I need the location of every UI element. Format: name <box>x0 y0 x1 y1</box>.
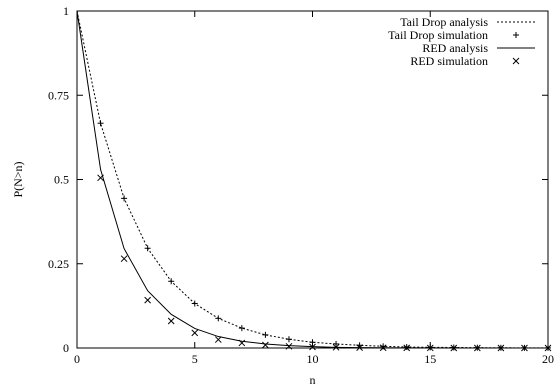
data-point-red-simulation <box>191 329 199 337</box>
cross-b <box>450 344 458 352</box>
data-point-tail-drop-simulation <box>191 300 198 307</box>
data-point-red-simulation <box>214 336 222 343</box>
cross-b <box>191 329 199 337</box>
legend-label-red-simulation: RED simulation <box>410 54 488 68</box>
x-tick-label: 15 <box>424 352 436 366</box>
cross-b <box>403 344 411 352</box>
cross-b <box>238 339 246 347</box>
data-point-red-simulation <box>426 344 434 352</box>
data-point-tail-drop-simulation <box>215 315 222 322</box>
cross-b <box>214 336 222 343</box>
data-point-tail-drop-simulation <box>403 343 410 350</box>
data-point-red-simulation <box>473 344 481 352</box>
cross-b <box>356 344 363 352</box>
data-point-red-simulation <box>379 344 387 352</box>
data-point-red-simulation <box>356 344 363 352</box>
data-point-tail-drop-simulation <box>309 339 316 346</box>
y-axis-label: P(N>n) <box>11 161 25 197</box>
data-point-tail-drop-simulation <box>238 325 245 332</box>
cross-b <box>120 255 128 263</box>
cross-b <box>473 344 481 352</box>
y-tick-label: 0.25 <box>48 257 69 271</box>
x-tick-label: 5 <box>192 352 198 366</box>
legend-label-tail-drop-simulation: Tail Drop simulation <box>388 28 488 42</box>
data-point-red-simulation <box>544 344 552 352</box>
data-point-red-simulation <box>309 343 316 351</box>
cross-b <box>512 57 520 65</box>
data-point-tail-drop-simulation <box>333 340 340 347</box>
y-tick-label: 0.5 <box>54 173 69 187</box>
data-point-red-simulation <box>332 343 340 351</box>
data-point-red-simulation <box>403 344 411 352</box>
data-point-red-simulation <box>450 344 458 352</box>
data-point-red-simulation <box>497 344 505 352</box>
series-markers <box>97 120 552 352</box>
x-tick-label: 20 <box>542 352 554 366</box>
legend-label-red-analysis: RED analysis <box>422 41 488 55</box>
y-tick-label: 1 <box>63 4 69 18</box>
data-point-red-simulation <box>262 341 269 349</box>
cross-b <box>379 344 387 352</box>
y-tick-label: 0.75 <box>48 88 69 102</box>
data-point-tail-drop-simulation <box>168 278 175 285</box>
data-point-red-simulation <box>144 296 152 304</box>
cross-b <box>262 341 269 349</box>
cross-b <box>332 343 340 351</box>
legend-label-tail-drop-analysis: Tail Drop analysis <box>400 15 488 29</box>
data-point-tail-drop-simulation <box>285 336 292 343</box>
cross-b <box>497 344 505 352</box>
data-point-tail-drop-simulation <box>262 331 269 338</box>
cross-b <box>97 174 104 182</box>
data-point-red-simulation <box>167 317 175 325</box>
legend-sample-tail-drop-simulation <box>513 32 519 38</box>
data-point-red-simulation <box>238 339 246 347</box>
cross-b <box>144 296 152 304</box>
data-point-red-simulation <box>97 174 104 182</box>
cross-b <box>285 342 293 350</box>
y-tick-label: 0 <box>63 341 69 355</box>
x-tick-label: 0 <box>74 352 80 366</box>
x-axis-label: n <box>310 373 316 387</box>
data-point-red-simulation <box>285 342 293 350</box>
cross-b <box>426 344 434 352</box>
axis-tick-labels: 0 5 10 15 20 0 0.25 0.5 0.75 1 <box>48 4 554 366</box>
cross-b <box>309 343 316 351</box>
cross-b <box>521 344 528 352</box>
data-point-tail-drop-simulation <box>121 195 128 202</box>
data-point-red-simulation <box>521 344 528 352</box>
data-point-red-simulation <box>120 255 128 263</box>
data-point-tail-drop-simulation <box>144 245 151 252</box>
x-tick-label: 10 <box>307 352 319 366</box>
legend-sample-red-simulation <box>512 57 520 65</box>
data-point-tail-drop-simulation <box>97 120 104 127</box>
cross-b <box>544 344 552 352</box>
cross-b <box>167 317 175 325</box>
